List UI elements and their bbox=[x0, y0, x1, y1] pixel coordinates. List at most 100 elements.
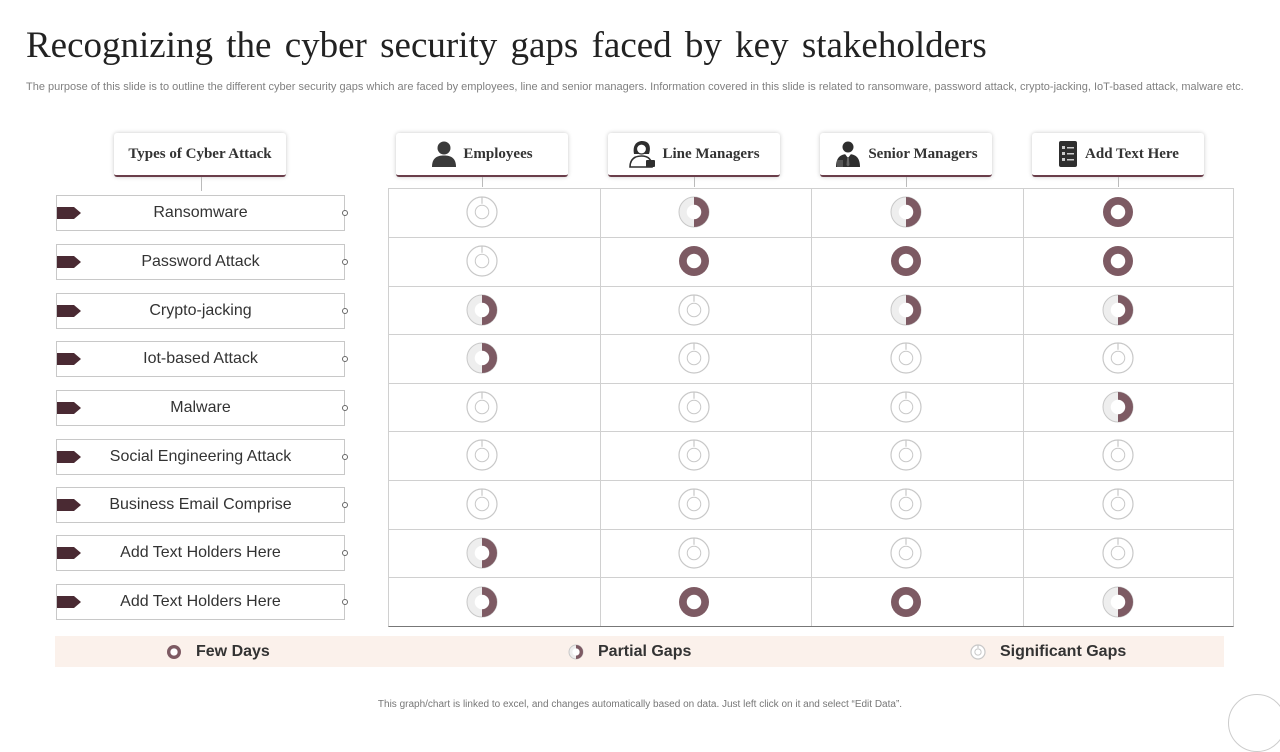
attack-type-label: Crypto-jacking bbox=[149, 302, 252, 319]
gap-gauge-icon bbox=[1102, 391, 1134, 428]
row-connector-dot bbox=[342, 599, 348, 605]
row-connector-dot bbox=[342, 356, 348, 362]
attack-type-label: Ransomware bbox=[153, 204, 248, 221]
attack-type-label: Business Email Comprise bbox=[109, 496, 292, 513]
gap-gauge-icon bbox=[1102, 342, 1134, 379]
gap-gauge-icon bbox=[678, 391, 710, 428]
grid-row-divider bbox=[389, 286, 1233, 287]
attack-type-row: Add Text Holders Here bbox=[56, 584, 348, 620]
gap-gauge-icon bbox=[678, 439, 710, 476]
tag-icon bbox=[57, 402, 81, 414]
legend-label: Partial Gaps bbox=[598, 642, 692, 660]
grid-row-divider bbox=[389, 577, 1233, 578]
gap-gauge-icon bbox=[466, 586, 498, 623]
partial-gaps-icon bbox=[568, 644, 584, 660]
tag-icon bbox=[57, 256, 81, 268]
attack-type-row: Password Attack bbox=[56, 244, 348, 280]
gap-gauge-icon bbox=[678, 537, 710, 574]
gap-gauge-icon bbox=[890, 294, 922, 331]
legend: Few Days Partial Gaps Significant Gaps bbox=[55, 636, 1224, 667]
row-connector-dot bbox=[342, 454, 348, 460]
row-connector-dot bbox=[342, 550, 348, 556]
gap-gauge-icon bbox=[678, 294, 710, 331]
gap-gauge-icon bbox=[890, 245, 922, 282]
legend-item-partial-gaps: Partial Gaps bbox=[568, 636, 691, 667]
gap-gauge-icon bbox=[890, 439, 922, 476]
gap-gauge-icon bbox=[678, 196, 710, 233]
gap-gauge-icon bbox=[466, 245, 498, 282]
gap-gauge-icon bbox=[466, 439, 498, 476]
tag-icon bbox=[57, 451, 81, 463]
gap-matrix bbox=[388, 188, 1234, 627]
column-header-line-managers: Line Managers bbox=[608, 133, 780, 177]
grid-column-divider bbox=[1023, 189, 1024, 626]
grid-row-divider bbox=[389, 237, 1233, 238]
page-title: Recognizing the cyber security gaps face… bbox=[26, 25, 987, 66]
grid-row-divider bbox=[389, 480, 1233, 481]
gap-gauge-icon bbox=[1102, 537, 1134, 574]
legend-label: Significant Gaps bbox=[1000, 642, 1127, 660]
header-connector bbox=[201, 177, 202, 191]
attack-type-row: Ransomware bbox=[56, 195, 348, 231]
footer-note: This graph/chart is linked to excel, and… bbox=[377, 699, 903, 710]
gap-gauge-icon bbox=[890, 537, 922, 574]
gap-gauge-icon bbox=[466, 391, 498, 428]
attack-type-label: Malware bbox=[170, 399, 231, 416]
gap-gauge-icon bbox=[1102, 245, 1134, 282]
tag-icon bbox=[57, 207, 81, 219]
tag-icon bbox=[57, 596, 81, 608]
gap-gauge-icon bbox=[1102, 586, 1134, 623]
attack-type-row: Crypto-jacking bbox=[56, 293, 348, 329]
column-label: Line Managers bbox=[662, 145, 760, 162]
attack-types-header: Types of Cyber Attack bbox=[114, 133, 286, 177]
row-connector-dot bbox=[342, 259, 348, 265]
gap-gauge-icon bbox=[890, 342, 922, 379]
row-connector-dot bbox=[342, 405, 348, 411]
column-label: Add Text Here bbox=[1085, 145, 1179, 162]
gap-gauge-icon bbox=[1102, 488, 1134, 525]
senior-manager-icon bbox=[836, 141, 861, 167]
grid-row-divider bbox=[389, 383, 1233, 384]
line-manager-icon bbox=[629, 141, 656, 168]
column-label: Senior Managers bbox=[868, 145, 978, 162]
column-header-senior-managers: Senior Managers bbox=[820, 133, 992, 177]
attack-type-row: Add Text Holders Here bbox=[56, 535, 348, 571]
attack-type-label: Password Attack bbox=[141, 253, 260, 270]
gap-gauge-icon bbox=[466, 488, 498, 525]
legend-item-significant-gaps: Significant Gaps bbox=[970, 636, 1126, 667]
row-connector-dot bbox=[342, 308, 348, 314]
gap-gauge-icon bbox=[466, 294, 498, 331]
significant-gaps-icon bbox=[970, 643, 986, 660]
column-connector bbox=[1118, 177, 1119, 187]
tag-icon bbox=[57, 353, 81, 365]
legend-item-few-days: Few Days bbox=[166, 636, 270, 667]
tag-icon bbox=[57, 499, 81, 511]
row-connector-dot bbox=[342, 210, 348, 216]
gap-gauge-icon bbox=[890, 586, 922, 623]
gap-gauge-icon bbox=[678, 586, 710, 623]
gap-gauge-icon bbox=[890, 196, 922, 233]
gap-gauge-icon bbox=[678, 245, 710, 282]
few-days-icon bbox=[166, 644, 182, 660]
attack-type-row: Malware bbox=[56, 390, 348, 426]
grid-row-divider bbox=[389, 334, 1233, 335]
tag-icon bbox=[57, 547, 81, 559]
tag-icon bbox=[57, 305, 81, 317]
row-connector-dot bbox=[342, 502, 348, 508]
attack-type-label: Social Engineering Attack bbox=[109, 448, 292, 465]
gap-gauge-icon bbox=[466, 342, 498, 379]
gap-gauge-icon bbox=[1102, 294, 1134, 331]
attack-type-row: Social Engineering Attack bbox=[56, 439, 348, 475]
gap-gauge-icon bbox=[890, 488, 922, 525]
grid-column-divider bbox=[600, 189, 601, 626]
gap-gauge-icon bbox=[466, 196, 498, 233]
attack-type-label: Add Text Holders Here bbox=[120, 544, 281, 561]
grid-row-divider bbox=[389, 431, 1233, 432]
gap-gauge-icon bbox=[890, 391, 922, 428]
column-header-add-text: Add Text Here bbox=[1032, 133, 1204, 177]
attack-type-row: Business Email Comprise bbox=[56, 487, 348, 523]
grid-column-divider bbox=[811, 189, 812, 626]
checklist-icon bbox=[1059, 141, 1078, 167]
gap-gauge-icon bbox=[1102, 439, 1134, 476]
column-connector bbox=[482, 177, 483, 187]
